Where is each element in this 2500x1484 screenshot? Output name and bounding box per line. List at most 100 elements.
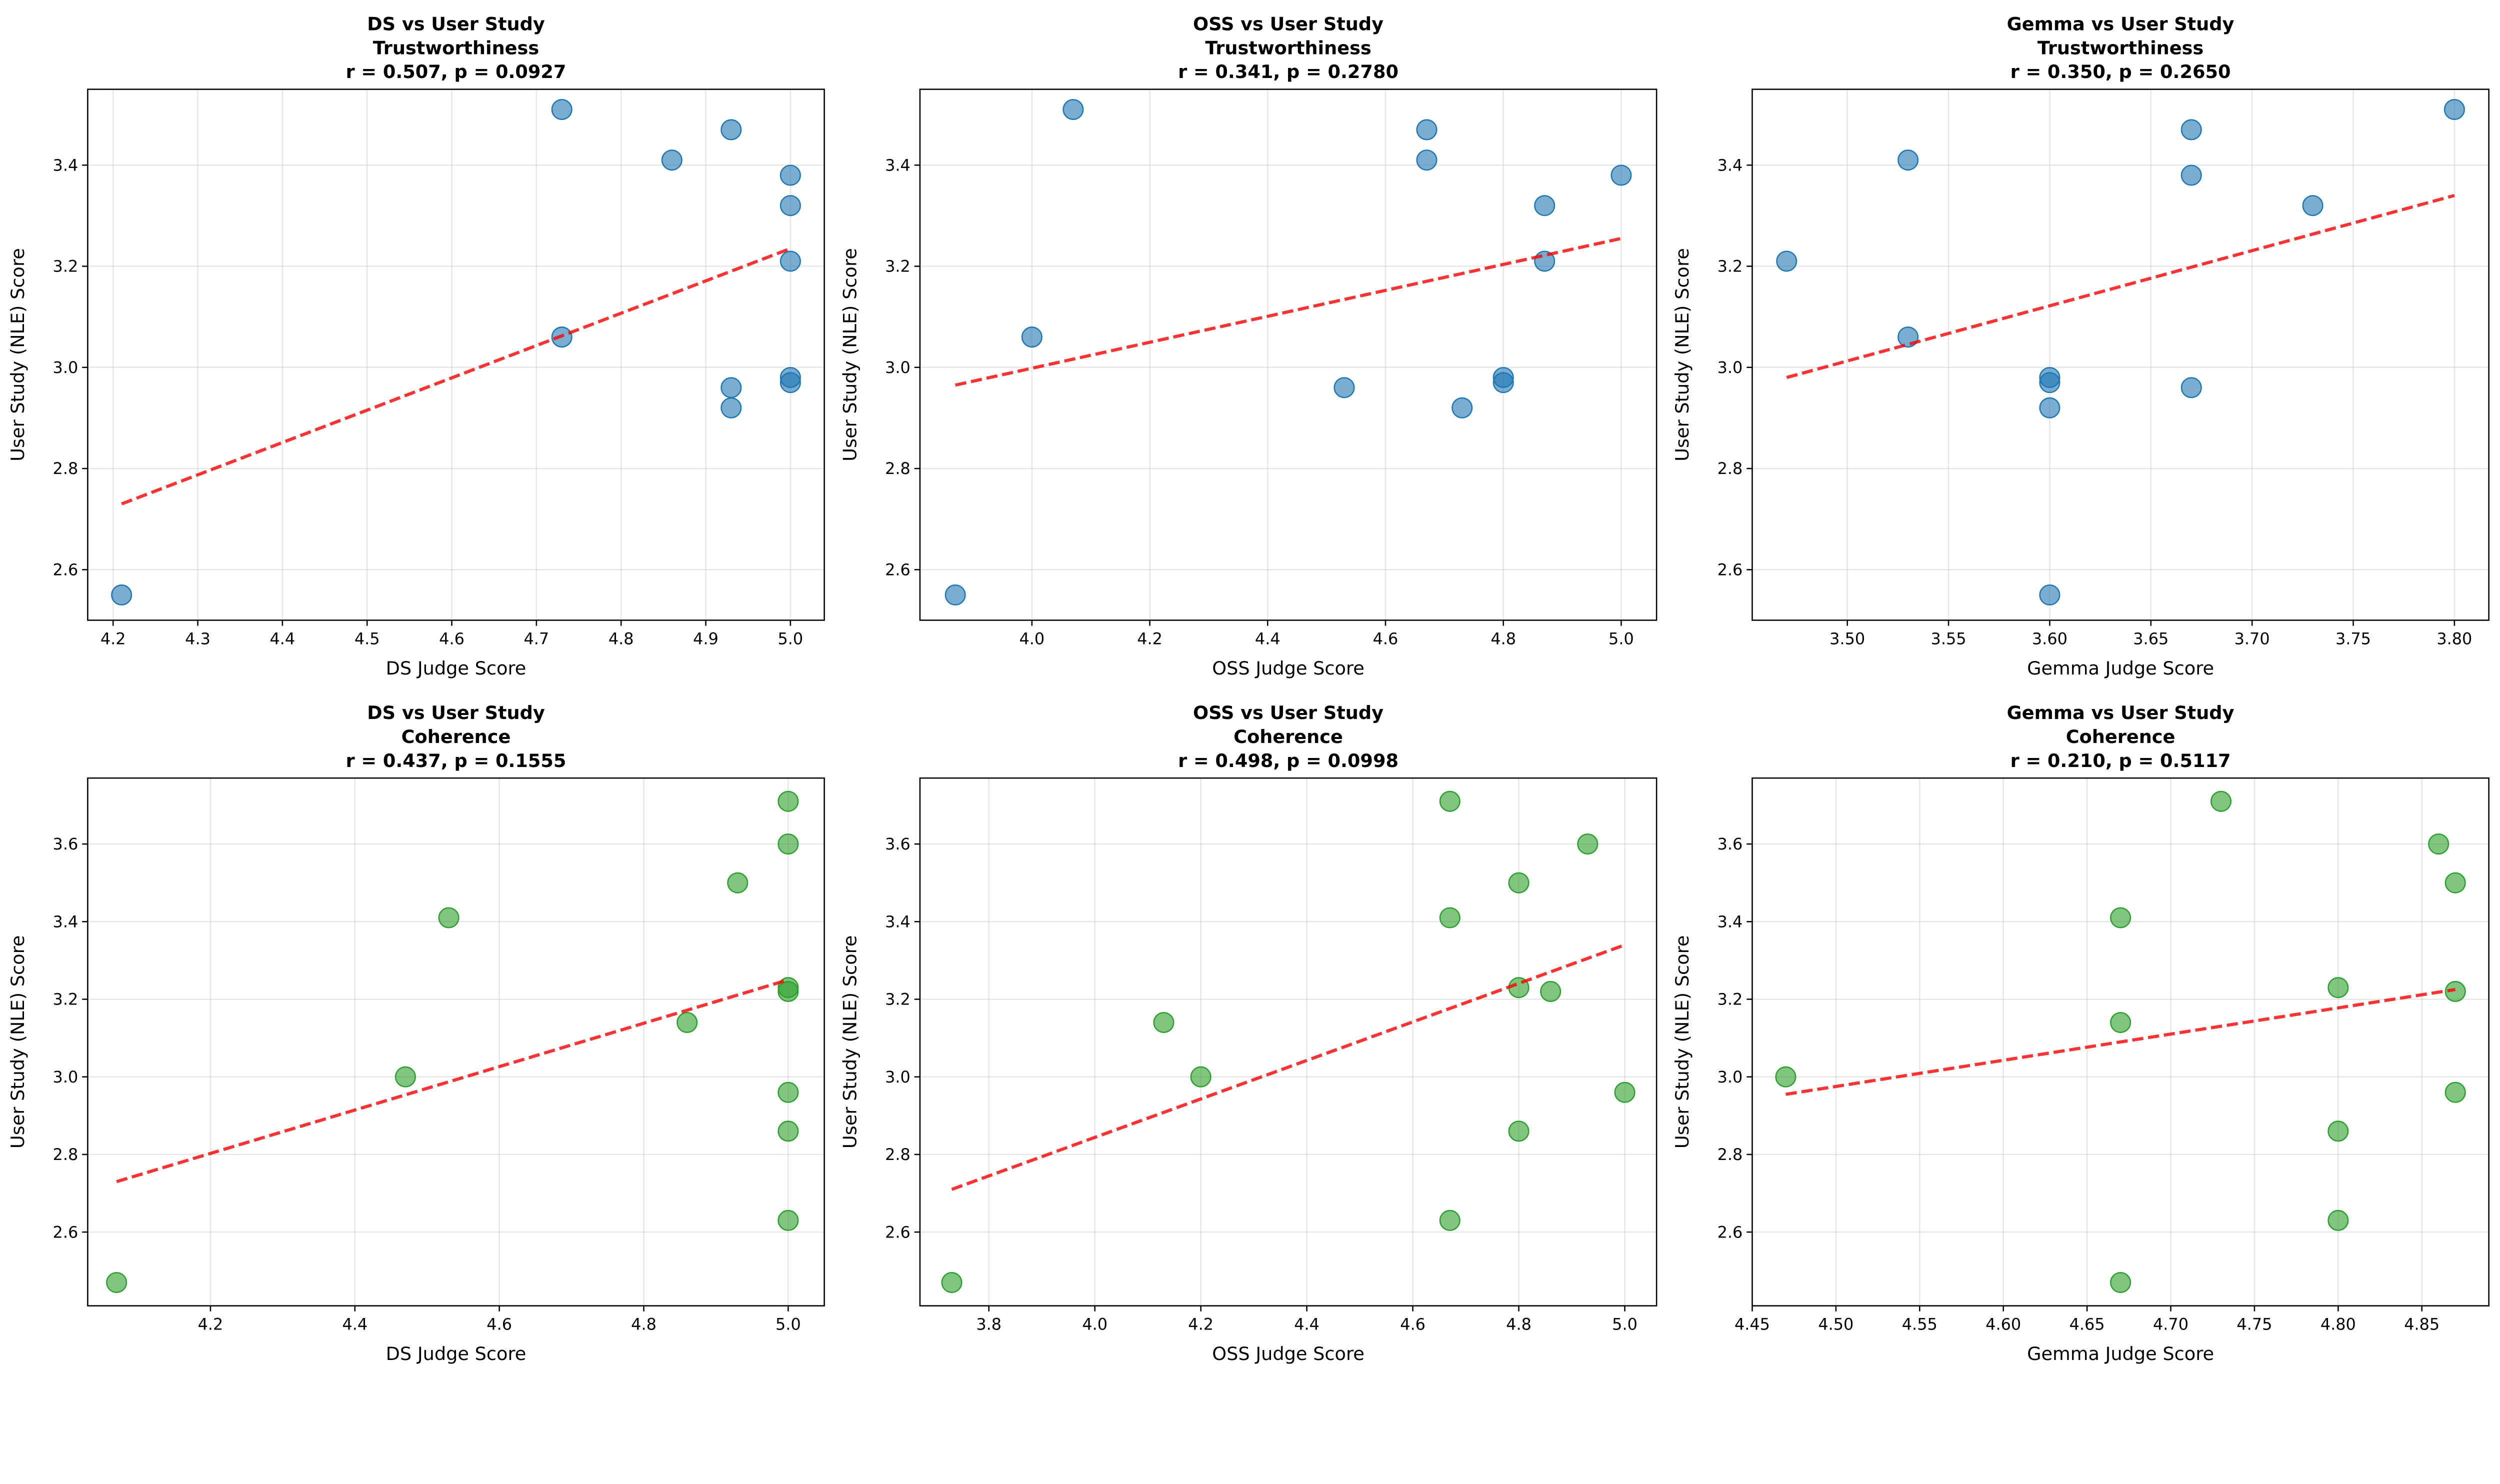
data-point (780, 195, 801, 216)
subplot-5: 4.45 4.50 4.55 4.60 4.65 4.70 4.75 4.80 4.85 2.6 2… (1672, 702, 2490, 1364)
axes-frame (919, 88, 1658, 621)
x-tick-label: 4.75 (2236, 1314, 2272, 1334)
x-tick-label: 4.70 (2153, 1314, 2188, 1334)
data-point (111, 584, 132, 606)
data-point (1540, 980, 1562, 1002)
x-axis-label: Gemma Judge Score (2027, 658, 2214, 679)
y-tick-label: 3.2 (885, 257, 910, 276)
data-point (778, 1082, 799, 1103)
axes-frame (1752, 777, 2490, 1306)
y-tick-label: 3.6 (885, 834, 910, 854)
x-tick-label: 4.85 (2404, 1314, 2440, 1334)
subplot-title: Trustworthiness (373, 37, 539, 58)
trend-line (1786, 194, 2455, 380)
y-tick-label: 3.0 (1718, 1068, 1743, 1086)
data-point (2110, 907, 2132, 928)
y-tick-label: 2.8 (53, 459, 78, 478)
data-point (720, 119, 742, 140)
data-point (1577, 834, 1598, 855)
trend-line (120, 247, 792, 506)
subplot-title: Trustworthiness (2038, 37, 2204, 58)
subplot-title: Gemma vs User Study (2007, 702, 2234, 724)
y-tick-label: 3.2 (1718, 990, 1743, 1009)
x-tick-label: 4.2 (100, 629, 126, 648)
x-tick-label: 4.8 (631, 1314, 656, 1334)
data-point (778, 790, 799, 812)
data-point (394, 1066, 416, 1088)
subplot-title: Coherence (1234, 726, 1343, 748)
y-axis-label: User Study (NLE) Score (1672, 936, 1693, 1149)
subplot-title: r = 0.507, p = 0.0927 (346, 61, 566, 82)
y-axis-label: User Study (NLE) Score (1672, 248, 1693, 462)
y-tick-label: 3.4 (885, 912, 910, 931)
y-tick-label: 3.2 (1718, 257, 1743, 276)
x-tick-label: 4.80 (2320, 1314, 2356, 1334)
y-tick-label: 2.8 (885, 1145, 910, 1164)
data-point (1452, 397, 1473, 418)
x-tick-label: 5.0 (1612, 1314, 1638, 1334)
x-tick-label: 3.75 (2336, 629, 2371, 648)
y-tick-label: 2.8 (1718, 459, 1743, 478)
subplot-title: Trustworthiness (1205, 37, 1371, 58)
y-tick-label: 2.6 (1718, 1222, 1743, 1242)
data-point (1534, 195, 1556, 216)
y-tick-label: 3.0 (1718, 358, 1743, 377)
y-tick-label: 3.2 (53, 257, 78, 276)
data-point (2210, 790, 2232, 812)
y-tick-label: 3.6 (1718, 834, 1743, 854)
subplot-4: 3.8 4.0 4.2 4.4 4.6 4.8 5.0 2.6 2.8 3.0 3.2 3.4 3.6 O… (839, 702, 1658, 1364)
x-tick-label: 4.5 (354, 629, 380, 648)
y-tick-label: 3.0 (53, 1068, 78, 1086)
data-point (2110, 1012, 2132, 1034)
data-point (2328, 977, 2349, 998)
x-tick-label: 4.2 (1137, 629, 1162, 648)
x-tick-label: 4.8 (1490, 629, 1516, 648)
subplot-title: DS vs User Study (367, 14, 545, 35)
x-tick-label: 3.8 (976, 1314, 1002, 1334)
data-point (720, 377, 742, 398)
x-tick-label: 4.9 (693, 629, 718, 648)
data-point (1062, 98, 1084, 120)
data-point (2039, 372, 2060, 394)
y-axis-label: User Study (NLE) Score (839, 248, 860, 462)
subplot-title: OSS vs User Study (1193, 702, 1384, 724)
data-point (2039, 397, 2060, 418)
subplot-title: r = 0.350, p = 0.2650 (2010, 61, 2231, 82)
x-tick-label: 3.80 (2436, 629, 2472, 648)
x-tick-label: 4.2 (198, 1314, 224, 1334)
x-tick-label: 4.4 (1255, 629, 1280, 648)
y-tick-label: 3.2 (53, 990, 78, 1009)
x-tick-label: 5.0 (776, 1314, 801, 1334)
data-point (551, 98, 572, 120)
axes-frame (919, 777, 1658, 1306)
x-tick-label: 4.6 (1400, 1314, 1426, 1334)
x-tick-label: 4.0 (1082, 1314, 1108, 1334)
figure: 4.2 4.3 4.4 4.5 4.6 4.7 4.8 4.9 5.02.62.83.03.23… (7, 14, 2490, 1364)
data-point (1614, 1082, 1636, 1103)
data-point (778, 980, 799, 1002)
data-point (1610, 164, 1632, 186)
data-point (778, 1210, 799, 1231)
x-tick-label: 4.50 (1818, 1314, 1854, 1334)
x-tick-label: 4.45 (1734, 1314, 1770, 1334)
x-axis-label: DS Judge Score (386, 1343, 526, 1364)
y-axis-label: User Study (NLE) Score (839, 936, 860, 1149)
trend-line (954, 236, 1622, 387)
data-point (1334, 377, 1355, 398)
x-tick-label: 4.6 (486, 1314, 512, 1334)
x-tick-label: 4.65 (2070, 1314, 2105, 1334)
y-tick-label: 3.4 (53, 156, 78, 174)
data-point (2180, 377, 2202, 398)
subplot-3: 4.2 4.4 4.6 4.8 5.0 2.6 2.8 3.0 3.2 3.4 3.6 DS vs U… (7, 702, 825, 1364)
x-tick-label: 4.8 (608, 629, 634, 648)
data-point (2110, 1272, 2132, 1294)
y-tick-label: 3.0 (885, 358, 910, 377)
x-tick-label: 4.4 (342, 1314, 368, 1334)
x-tick-label: 4.4 (1294, 1314, 1320, 1334)
data-point (2444, 980, 2466, 1002)
axes-frame (87, 88, 825, 621)
data-point (438, 907, 460, 928)
data-point (1153, 1012, 1174, 1034)
subplot-title: r = 0.498, p = 0.0998 (1178, 750, 1398, 772)
data-point (1190, 1066, 1212, 1088)
